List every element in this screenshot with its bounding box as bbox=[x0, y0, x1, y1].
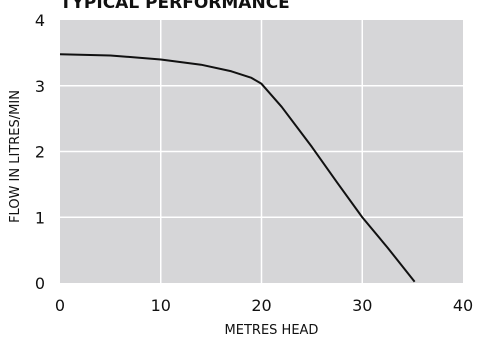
x-tick-label: 40 bbox=[453, 296, 473, 315]
y-tick-label: 0 bbox=[35, 274, 45, 293]
chart-title: TYPICAL PERFORMANCE bbox=[60, 0, 290, 13]
y-tick-label: 1 bbox=[35, 208, 45, 227]
x-tick-label: 30 bbox=[352, 296, 372, 315]
x-tick-label: 0 bbox=[55, 296, 65, 315]
x-axis-label: METRES HEAD bbox=[225, 323, 319, 338]
y-tick-label: 3 bbox=[35, 77, 45, 96]
y-tick-label: 2 bbox=[35, 143, 45, 162]
y-axis-label: FLOW IN LITRES/MIN bbox=[8, 90, 23, 223]
tick-labels: 0 10 20 30 40 0 1 2 3 4 bbox=[35, 11, 473, 315]
x-tick-label: 10 bbox=[151, 296, 171, 315]
grid-lines bbox=[60, 20, 463, 283]
flow-curve bbox=[59, 53, 416, 283]
x-tick-label: 20 bbox=[251, 296, 271, 315]
y-tick-label: 4 bbox=[35, 11, 45, 30]
